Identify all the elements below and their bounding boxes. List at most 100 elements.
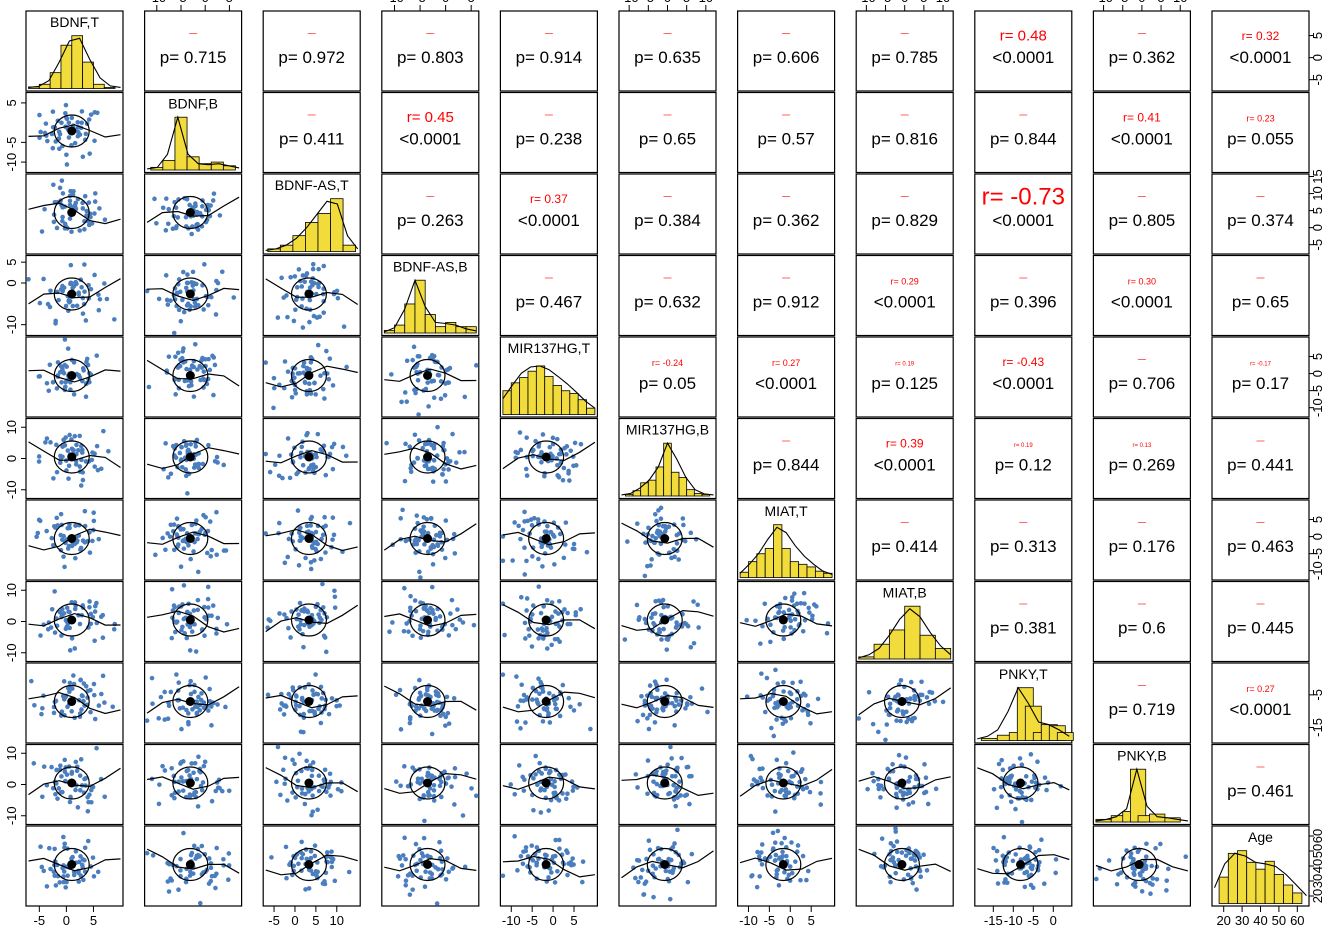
scatter-point (265, 692, 271, 698)
scatter-point (271, 405, 276, 411)
scatter-point (561, 465, 567, 471)
scatter-point (633, 875, 638, 881)
panel-frame (974, 336, 1073, 418)
scatter-point (515, 704, 521, 709)
histogram-bar (686, 489, 695, 497)
loess-line (384, 685, 477, 711)
scatter-point (173, 619, 178, 625)
scatter-point (542, 787, 547, 793)
tick-label: 5 (1310, 516, 1325, 523)
scatter-point (51, 710, 57, 716)
scatter-point (410, 765, 415, 770)
scatter-point (1143, 854, 1149, 859)
panel-8-2 (144, 580, 243, 663)
scatter-point (67, 689, 72, 695)
scatter-point (176, 197, 181, 202)
scatter-point (750, 756, 755, 762)
scatter-point (51, 476, 56, 481)
scatter-point (209, 798, 215, 804)
scatter-point (310, 809, 316, 814)
scatter-point (87, 604, 92, 610)
scatter-point (202, 759, 208, 765)
scatter-point (303, 887, 308, 892)
scatter-point (324, 348, 329, 354)
scatter-point (168, 471, 174, 477)
scatter-point (769, 725, 774, 731)
scatter-point (518, 726, 523, 731)
scatter-point (82, 193, 88, 199)
scatter-point (793, 859, 798, 864)
scatter-point (674, 620, 679, 625)
loess-line (977, 767, 1070, 791)
scatter-point (282, 781, 288, 787)
scatter-point (672, 554, 677, 560)
loess-line (265, 449, 358, 464)
scatter-point (1000, 767, 1006, 773)
panel-1-11: r= 0.32<0.0001 (1211, 10, 1310, 92)
scatter-point (653, 682, 659, 687)
p-value: p= 0.411 (279, 130, 344, 149)
scatter-point (313, 529, 319, 535)
scatter-point (772, 840, 778, 846)
r-value: r= -0.17 (1250, 362, 1272, 368)
scatter-point (756, 854, 762, 859)
scatter-point (552, 562, 557, 567)
scatter-point (515, 868, 520, 873)
tick-label: -5 (526, 913, 538, 928)
scatter-point (1027, 845, 1033, 850)
scatter-point (518, 447, 524, 453)
scatter-point (40, 794, 45, 800)
loess-line (28, 528, 121, 551)
scatter-point (58, 763, 63, 768)
tick-label: 5 (1310, 353, 1325, 360)
scatter-point (310, 282, 315, 288)
scatter-point (452, 774, 458, 780)
scatter-point (800, 786, 806, 792)
scatter-point (675, 795, 680, 800)
panel-frame (855, 10, 954, 92)
scatter-point (413, 841, 419, 847)
scatter-point (431, 353, 437, 359)
centroid-point (423, 860, 433, 869)
p-value: p= 0.441 (1227, 456, 1294, 475)
correlation-ellipse (409, 603, 446, 637)
p-value: p= 0.65 (639, 130, 696, 149)
scatter-point (398, 516, 404, 521)
scatter-point (292, 274, 298, 279)
panel-frame (1211, 173, 1310, 255)
scatter-point (519, 682, 524, 688)
scatter-point (184, 303, 190, 308)
tick-label: -10 (1094, 0, 1113, 5)
histogram-bar (1292, 892, 1303, 904)
loess-line (621, 522, 714, 548)
correlation-ellipse (290, 358, 328, 393)
scatter-point (285, 436, 291, 441)
scatter-point (993, 858, 999, 863)
scatter-point (90, 855, 96, 860)
scatter-point (88, 709, 93, 715)
scatter-point (1128, 854, 1133, 860)
scatter-point (79, 284, 84, 290)
scatter-point (653, 695, 658, 701)
correlation-ellipse (1002, 847, 1039, 882)
scatter-point (436, 372, 442, 378)
scatter-point (422, 818, 427, 824)
histogram-bar (317, 213, 331, 252)
scatter-point (168, 876, 173, 881)
r-value-mark (1019, 603, 1028, 605)
scatter-point (175, 215, 181, 220)
scatter-point (538, 810, 544, 815)
scatter-point (163, 273, 169, 278)
scatter-point (777, 789, 783, 795)
correlation-ellipse (290, 847, 328, 882)
scatter-point (443, 723, 448, 728)
scatter-point (50, 109, 56, 114)
scatter-point (211, 355, 217, 360)
scatter-point (91, 681, 97, 687)
scatter-point (474, 363, 479, 368)
correlation-ellipse (53, 603, 90, 637)
scatter-point (940, 699, 946, 705)
scatter-point (180, 779, 186, 784)
scatter-point (91, 518, 97, 524)
scatter-point (565, 610, 570, 616)
